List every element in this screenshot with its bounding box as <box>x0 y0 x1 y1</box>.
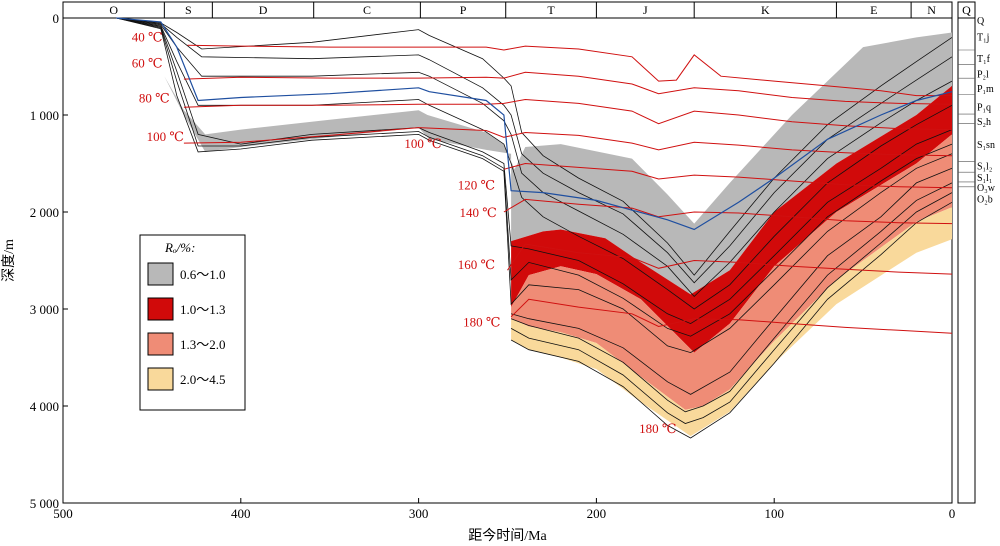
isotherm-label: 120 ℃ <box>458 178 495 193</box>
legend: Rₒ/%: 0.6～1.0 1.0～1.3 1.3～2.0 2.0～4.5 <box>139 234 246 411</box>
isotherms: 40 ℃ 60 ℃ 80 ℃ 100 ℃ 100 ℃ 120 ℃ 140 ℃ 160 ℃ 180… <box>132 29 953 436</box>
plot-frame <box>62 1 953 504</box>
blue-burial-curve <box>116 17 953 231</box>
isotherm-line <box>510 298 953 334</box>
y-tick-label: 3 000 <box>30 302 59 317</box>
x-tick-label: 0 <box>949 506 956 521</box>
legend-swatch <box>147 332 174 356</box>
isotherm-line <box>187 44 952 97</box>
burial-curve <box>510 201 953 439</box>
strat-unit-label: P₁q <box>977 102 991 113</box>
burial-curve <box>116 17 953 276</box>
isotherm-label: 180 ℃ <box>639 421 676 436</box>
strat-unit-label: S₁l₁ <box>977 173 992 184</box>
strat-unit-label: T₁f <box>977 54 991 65</box>
burial-curve <box>116 17 953 325</box>
isotherm-label: 100 ℃ <box>147 129 184 144</box>
strat-unit-label: T₁j <box>977 32 989 43</box>
isotherm-label: 180 ℃ <box>463 314 500 329</box>
burial-curve <box>116 17 953 297</box>
y-tick-label: 2 000 <box>30 205 59 220</box>
period-label: D <box>259 3 268 17</box>
x-tick-label: 100 <box>764 506 784 521</box>
isotherm-line <box>183 127 953 157</box>
period-label: P <box>460 3 467 17</box>
y-tick-label: 5 000 <box>30 496 59 511</box>
period-label: K <box>761 3 770 17</box>
legend-item-label: 1.0～1.3 <box>180 302 226 317</box>
strat-unit-label: Q <box>977 16 985 27</box>
burial-curve <box>510 192 953 424</box>
period-label: J <box>643 3 648 17</box>
isotherm-line <box>183 71 953 105</box>
legend-swatch <box>147 262 174 286</box>
strat-column-border <box>957 1 976 504</box>
legend-item-label: 2.0～4.5 <box>180 372 226 387</box>
maturity-zones <box>164 32 953 437</box>
burial-curve <box>116 17 953 354</box>
isotherm-label: 100 ℃ <box>404 136 441 151</box>
strat-unit-label: S₁l₂ <box>977 162 992 173</box>
isotherm-label: 80 ℃ <box>139 90 170 105</box>
maturity-zone-1 <box>164 32 953 295</box>
legend-title: Rₒ/%: <box>164 240 195 255</box>
legend-item-label: 0.6～1.0 <box>180 267 226 282</box>
legend-item-label: 1.3～2.0 <box>180 337 226 352</box>
isotherm-line <box>503 162 953 189</box>
y-tick-label: 1 000 <box>30 108 59 123</box>
period-label: S <box>185 3 192 17</box>
y-tick-label: 4 000 <box>30 399 59 414</box>
axes: 500 400 300 200 100 0 0 1 000 2 000 3 000 4 000 5 0… <box>1 11 955 544</box>
strat-unit-label: S₂h <box>977 117 991 128</box>
isotherm-label: 40 ℃ <box>132 29 163 44</box>
legend-swatch <box>147 367 174 391</box>
maturity-zone-3 <box>511 134 952 410</box>
isotherm-line <box>507 243 953 275</box>
burial-curve <box>116 17 953 284</box>
strat-unit-label: O₃w <box>977 183 996 194</box>
burial-curve <box>116 17 953 337</box>
y-axis-title: 深度/m <box>1 239 17 282</box>
period-label: T <box>547 3 555 17</box>
burial-curve <box>510 167 953 395</box>
isotherm-label: 60 ℃ <box>132 55 163 70</box>
blue-curve <box>116 17 953 231</box>
legend-swatch <box>147 297 174 321</box>
maturity-zone-2 <box>511 85 952 353</box>
strat-column-header: Q <box>962 3 971 17</box>
burial-curve <box>510 182 953 413</box>
burial-curves <box>116 17 953 439</box>
strat-unit-label: P₂l <box>977 69 989 80</box>
period-label: O <box>109 3 118 17</box>
strat-unit-label: P₁m <box>977 84 994 95</box>
period-label: E <box>870 3 877 17</box>
maturity-zone-4 <box>511 207 952 437</box>
x-tick-label: 200 <box>587 506 607 521</box>
period-label: C <box>363 3 371 17</box>
isotherm-label: 140 ℃ <box>460 205 497 220</box>
x-axis-title: 距今时间/Ma <box>468 528 547 544</box>
x-tick-label: 400 <box>231 506 251 521</box>
strat-unit-label: S₁sn <box>977 140 995 151</box>
isotherm-line <box>183 98 953 131</box>
strat-unit-label: O₂b <box>977 194 993 205</box>
y-tick-label: 0 <box>53 11 60 26</box>
isotherm-line <box>503 198 953 225</box>
isotherm-label: 160 ℃ <box>458 257 495 272</box>
plot-border <box>62 1 953 504</box>
x-tick-label: 500 <box>53 506 73 521</box>
x-tick-label: 300 <box>409 506 429 521</box>
period-label: N <box>927 3 936 17</box>
